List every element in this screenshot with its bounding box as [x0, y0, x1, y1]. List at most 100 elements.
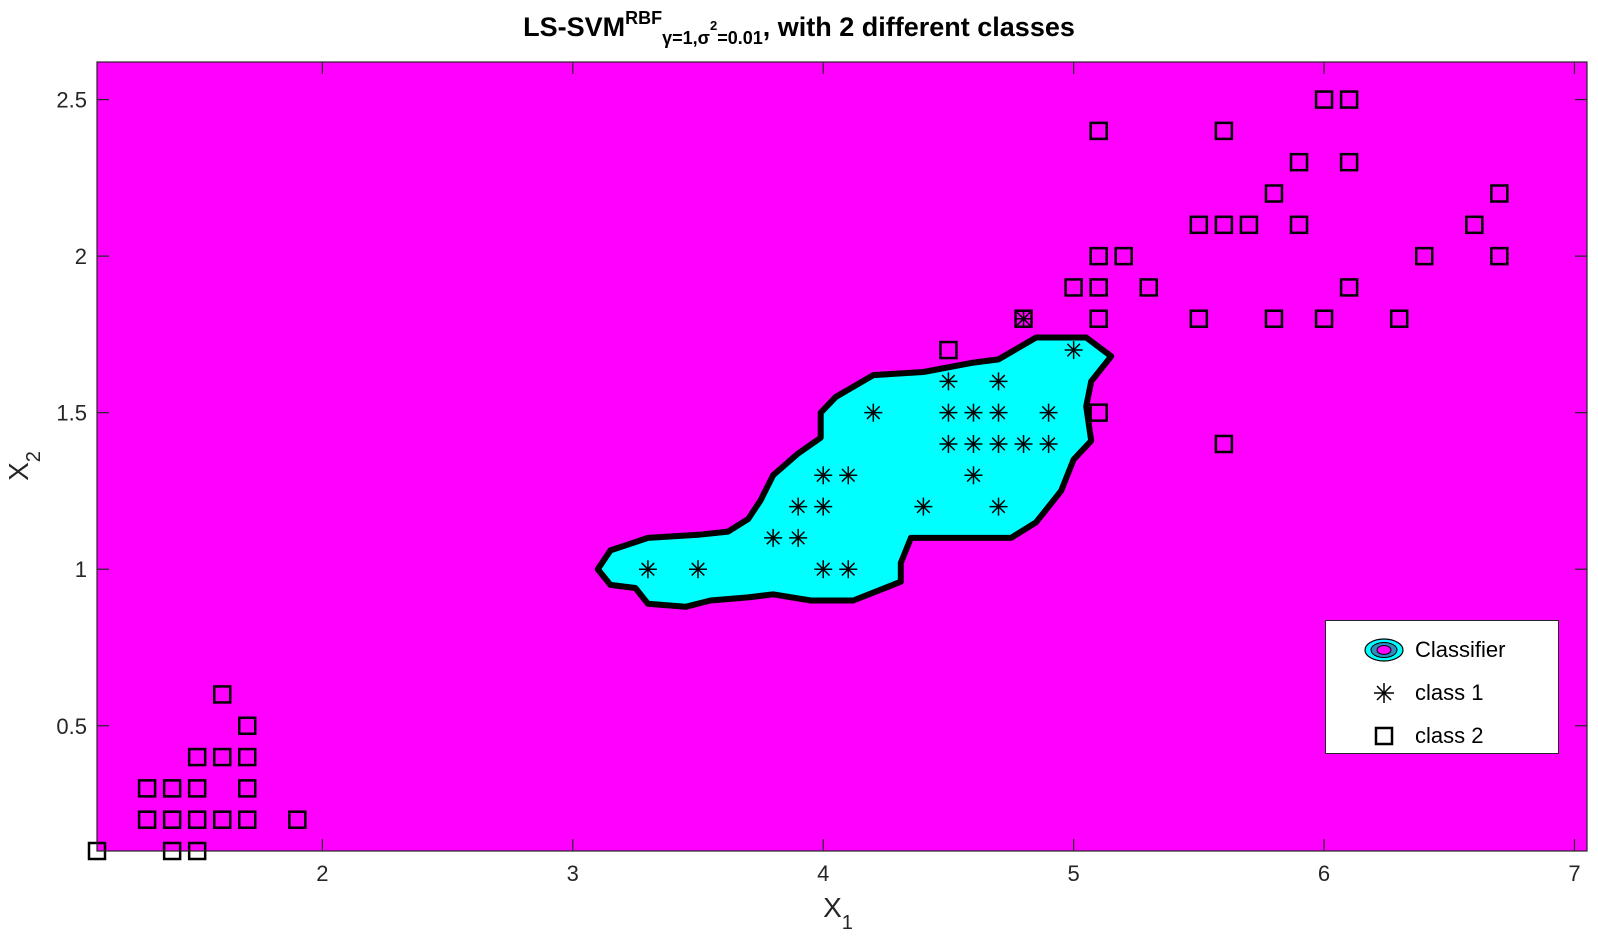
class-2-point [1139, 278, 1159, 297]
y-axis-label-sub: 2 [23, 451, 45, 462]
class-2-point [1064, 278, 1083, 297]
class-2-point [1089, 309, 1108, 328]
class-2-point [1414, 246, 1434, 266]
class-2-point [1314, 309, 1334, 328]
decision-boundary [594, 334, 1115, 610]
class-2-point [1339, 90, 1359, 109]
class-2-point [238, 747, 257, 767]
x-axis-label: X1 [823, 892, 853, 934]
class-1-point [939, 434, 958, 453]
class-2-point [1314, 90, 1334, 109]
class-1-point [1014, 309, 1033, 328]
class-2-point [1089, 246, 1108, 266]
title-subscript-post: =0.01 [717, 28, 763, 48]
class-2-point [1490, 246, 1509, 266]
plot-area [87, 61, 1588, 861]
class-2-point [238, 779, 257, 798]
class-2-point [1189, 215, 1209, 235]
class-2-point [1214, 121, 1234, 141]
class-2-point [1389, 309, 1409, 328]
y-tick-label: 1 [75, 557, 87, 582]
x-tick-label: 2 [316, 861, 328, 886]
classifier-swatch-icon [1364, 638, 1404, 662]
class-2-point [238, 810, 257, 829]
class-1-point [989, 403, 1008, 422]
class-2-point [137, 810, 157, 829]
class-2-point [1114, 246, 1133, 266]
class-2-point [1264, 309, 1284, 328]
class-1-point [989, 497, 1008, 516]
class-1-point [1039, 434, 1058, 453]
class-1-point [1039, 403, 1058, 422]
class-2-point [187, 747, 207, 767]
class-2-point [1339, 278, 1359, 297]
y-tick-label: 2.5 [56, 88, 87, 113]
class-2-point [187, 779, 207, 798]
title-subscript-pre: γ=1,σ [662, 28, 710, 48]
class-1-point [989, 434, 1008, 453]
class-2-point [939, 340, 958, 360]
x-axis-label-main: X [823, 892, 842, 923]
class-2-point [187, 810, 207, 829]
class-2-point [1189, 309, 1209, 328]
class-2-point [1089, 403, 1108, 422]
class-1-point [964, 434, 983, 453]
title-subscript: γ=1,σ2=0.01 [662, 18, 763, 48]
x-tick-label: 6 [1318, 861, 1330, 886]
class-2-point [1214, 215, 1234, 235]
chart-title: LS-SVMRBFγ=1,σ2=0.01, with 2 different c… [0, 8, 1598, 49]
x-tick-label: 5 [1068, 861, 1080, 886]
class-2-point [1490, 184, 1509, 203]
class-2-point [1089, 278, 1108, 297]
x-tick-label: 4 [817, 861, 829, 886]
class-1-point [1014, 434, 1033, 453]
class-1-point [814, 497, 833, 516]
axis-ticks: 2 3 4 5 6 7 0.5 1 1.5 2 2.5 [56, 62, 1587, 886]
class-1-point [864, 403, 883, 422]
x-tick-label: 3 [567, 861, 579, 886]
class-1-point [789, 528, 808, 547]
class-2-point [1089, 121, 1108, 141]
class-1-point [638, 560, 657, 579]
class-1-point [964, 403, 983, 422]
class-1-point [839, 560, 858, 579]
class-2-point [288, 810, 307, 829]
class-1-point [939, 403, 958, 422]
legend-label-class-1: class 1 [1415, 680, 1484, 705]
title-subscript-sup: 2 [709, 18, 718, 33]
class-1-point [689, 560, 708, 579]
axes-frame [96, 61, 1588, 852]
title-rest: , with 2 different classes [762, 12, 1075, 42]
asterisk-marker-icon [1374, 683, 1394, 703]
y-tick-label: 1.5 [56, 401, 87, 426]
class-1-point [914, 497, 933, 516]
class-2-point [137, 779, 157, 798]
class-2-point [238, 716, 257, 736]
legend-label-class-2: class 2 [1415, 723, 1484, 748]
class-2-point [212, 747, 232, 767]
legend-item-classifier: Classifier [1326, 634, 1558, 664]
class-1-point [839, 466, 858, 485]
square-marker-icon [1374, 726, 1394, 746]
legend-item-class-2: class 2 [1326, 720, 1558, 750]
legend-item-class-1: class 1 [1326, 677, 1558, 707]
class-2-point [1239, 215, 1259, 235]
title-main: LS-SVM [523, 12, 626, 42]
x-axis-label-sub: 1 [842, 912, 853, 934]
class-2-point [1214, 434, 1234, 454]
y-tick-label: 0.5 [56, 714, 87, 739]
class-2-point [1465, 215, 1484, 235]
class-2-point [1289, 215, 1309, 235]
y-axis-label-main: X [3, 462, 34, 481]
legend-label-classifier: Classifier [1415, 637, 1506, 662]
class-2-point [1264, 184, 1284, 203]
class-2-point [212, 685, 232, 704]
class-2-point [162, 810, 182, 829]
class-1-point [814, 560, 833, 579]
class-1-point [764, 528, 783, 547]
y-tick-label: 2 [75, 244, 87, 269]
class-1-point [964, 466, 983, 485]
class-1-point [814, 466, 833, 485]
legend: Classifier class 1 class 2 [1325, 620, 1559, 754]
